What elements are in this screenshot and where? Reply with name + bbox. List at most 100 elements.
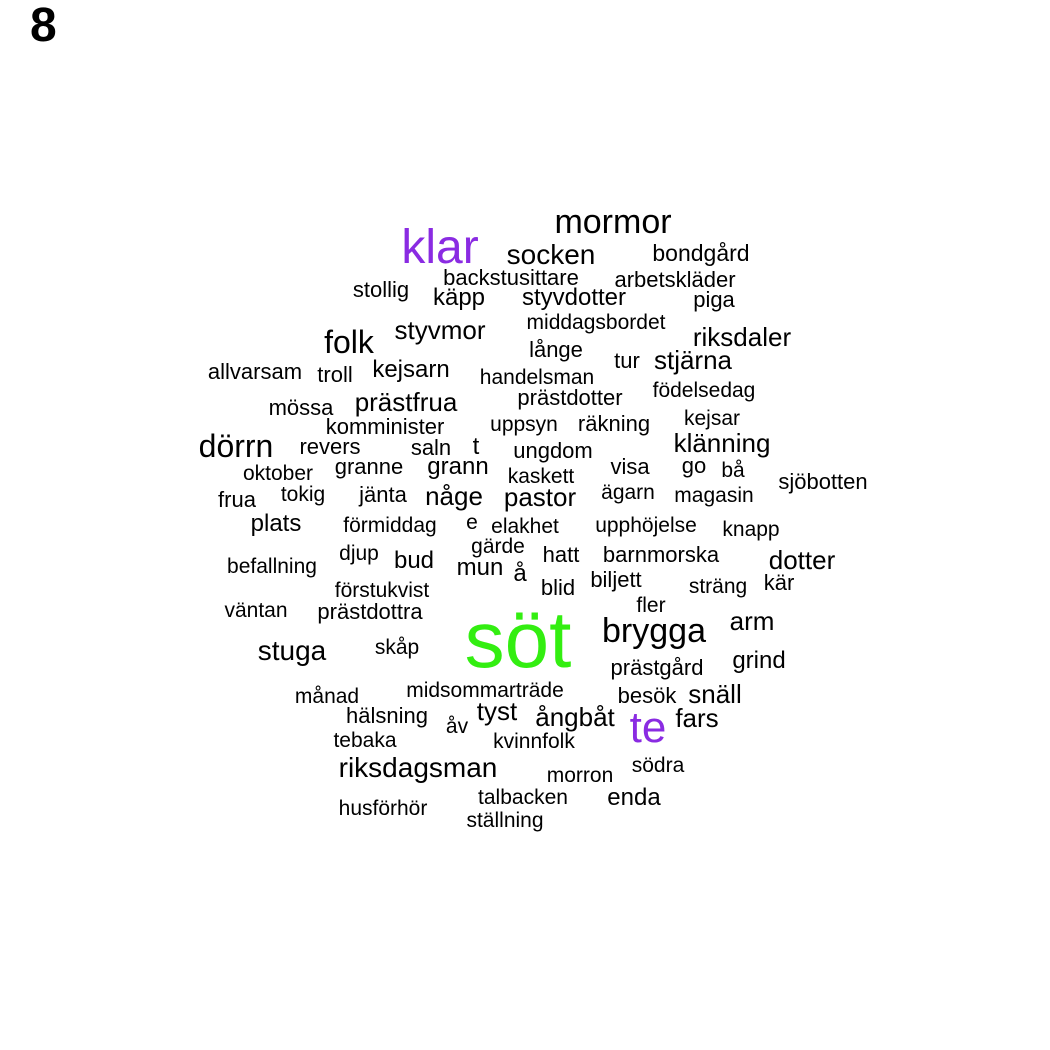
word-32: dörrn	[198, 428, 274, 464]
word-67: dotter	[768, 545, 836, 575]
word-53: plats	[250, 510, 302, 537]
word-45: sjöbotten	[778, 469, 868, 494]
word-33: revers	[299, 434, 361, 459]
word-3: te	[629, 703, 667, 752]
word-88: ångbåt	[535, 702, 615, 732]
word-73: väntan	[224, 598, 288, 622]
word-44: bå	[721, 458, 745, 482]
word-66: å	[513, 560, 527, 587]
word-20: allvarsam	[207, 359, 303, 384]
word-83: midsommarträde	[406, 678, 564, 702]
word-19: stjärna	[653, 345, 733, 375]
word-37: klänning	[673, 428, 771, 458]
word-22: kejsarn	[372, 356, 450, 383]
word-52: magasin	[674, 483, 754, 507]
word-65: mun	[456, 554, 504, 581]
word-10: käpp	[432, 284, 486, 311]
word-89: fars	[675, 703, 719, 733]
word-46: frua	[218, 487, 256, 512]
word-58: knapp	[722, 517, 780, 541]
word-82: månad	[294, 684, 360, 708]
word-29: komminister	[325, 414, 445, 439]
word-49: någe	[425, 481, 483, 511]
word-68: förstukvist	[334, 578, 430, 602]
word-85: snäll	[688, 679, 742, 709]
word-27: prästdotter	[517, 385, 623, 410]
word-97: enda	[607, 784, 661, 811]
word-81: grind	[732, 647, 786, 674]
word-93: riksdagsman	[338, 752, 498, 783]
word-6: bondgård	[652, 239, 750, 266]
word-95: södra	[631, 753, 685, 777]
word-94: morron	[546, 763, 614, 787]
word-64: bud	[393, 547, 435, 574]
word-18: tur	[614, 348, 640, 373]
word-24: födelsedag	[652, 378, 756, 402]
word-42: visa	[610, 454, 650, 479]
word-75: fler	[636, 593, 666, 617]
word-59: gärde	[471, 534, 525, 558]
word-26: prästfrua	[354, 387, 458, 417]
word-50: pastor	[503, 482, 577, 512]
word-43: go	[681, 453, 707, 478]
word-60: djup	[339, 541, 379, 565]
word-74: prästdottra	[317, 599, 423, 624]
word-21: troll	[317, 362, 353, 387]
word-84: besök	[617, 683, 677, 708]
word-9: stollig	[352, 277, 410, 302]
word-99: ställning	[466, 808, 544, 832]
word-79: skåp	[374, 635, 420, 659]
word-80: prästgård	[610, 655, 704, 680]
word-36: ungdom	[513, 438, 593, 463]
word-54: förmiddag	[343, 513, 437, 537]
word-71: sträng	[688, 574, 748, 598]
word-69: blid	[540, 575, 576, 600]
word-35: t	[472, 433, 480, 460]
word-1: söt	[464, 595, 572, 684]
word-62: barnmorska	[602, 542, 720, 567]
word-63: befallning	[227, 554, 317, 578]
word-70: biljett	[590, 567, 642, 592]
word-4: mormor	[554, 203, 672, 241]
word-8: arbetskläder	[614, 267, 736, 292]
word-17: långe	[529, 337, 583, 362]
word-98: husförhör	[338, 796, 428, 820]
word-30: uppsyn	[490, 412, 558, 436]
word-72: kär	[763, 570, 795, 595]
word-92: kvinnfolk	[493, 729, 575, 753]
word-40: grann	[427, 453, 489, 480]
word-61: hatt	[542, 542, 580, 567]
word-12: piga	[693, 287, 735, 312]
word-2: klar	[401, 221, 479, 274]
word-31: räkning	[577, 411, 651, 436]
word-34: saln	[410, 435, 452, 460]
word-23: handelsman	[479, 365, 595, 389]
word-78: stuga	[257, 635, 327, 666]
word-25: mössa	[268, 395, 334, 420]
word-51: ägarn	[601, 480, 655, 504]
word-91: tebaka	[333, 728, 397, 752]
word-76: brygga	[602, 612, 706, 650]
word-87: tyst	[476, 696, 518, 726]
word-48: jänta	[359, 482, 407, 507]
word-11: styvdotter	[521, 284, 627, 311]
word-47: tokig	[280, 482, 326, 506]
word-39: granne	[334, 454, 404, 479]
word-96: talbacken	[478, 785, 568, 809]
word-28: kejsar	[683, 406, 741, 430]
panel-label: 8	[30, 0, 57, 52]
word-5: socken	[506, 239, 596, 270]
word-16: riksdaler	[692, 322, 792, 352]
word-14: middagsbordet	[526, 310, 666, 334]
word-15: folk	[324, 324, 374, 360]
word-90: åv	[445, 714, 469, 738]
word-41: kaskett	[507, 464, 575, 488]
word-77: arm	[729, 606, 775, 636]
word-7: backstusittare	[443, 265, 579, 290]
word-86: hälsning	[346, 703, 428, 728]
word-57: upphöjelse	[595, 513, 697, 537]
word-56: elakhet	[491, 514, 559, 538]
word-55: e	[466, 510, 478, 534]
word-13: styvmor	[394, 315, 486, 345]
